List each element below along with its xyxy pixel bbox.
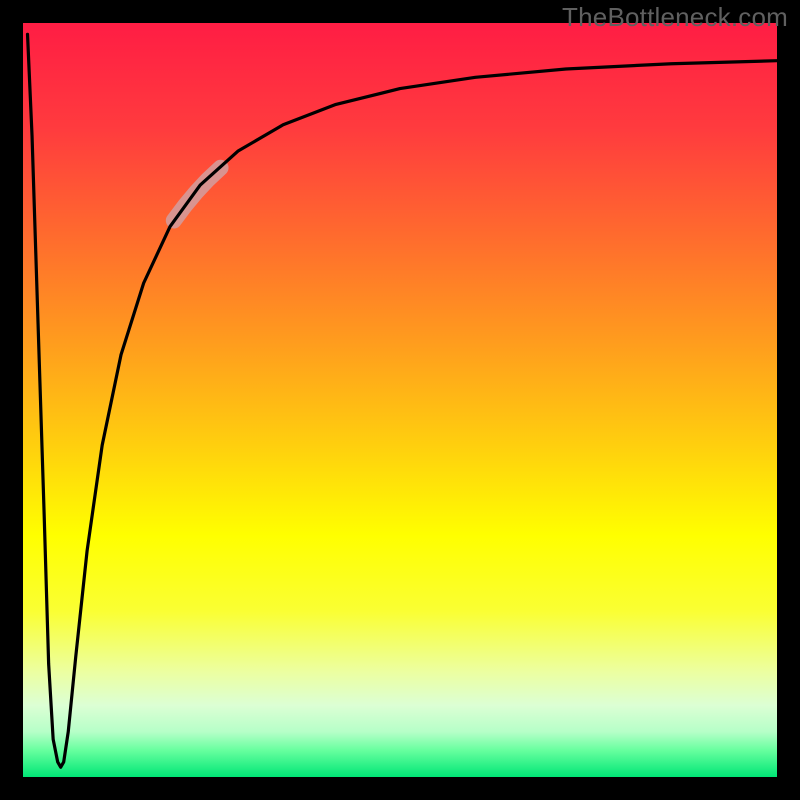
bottleneck-chart: TheBottleneck.com — [0, 0, 800, 800]
chart-svg — [0, 0, 800, 800]
gradient-background — [23, 23, 777, 777]
